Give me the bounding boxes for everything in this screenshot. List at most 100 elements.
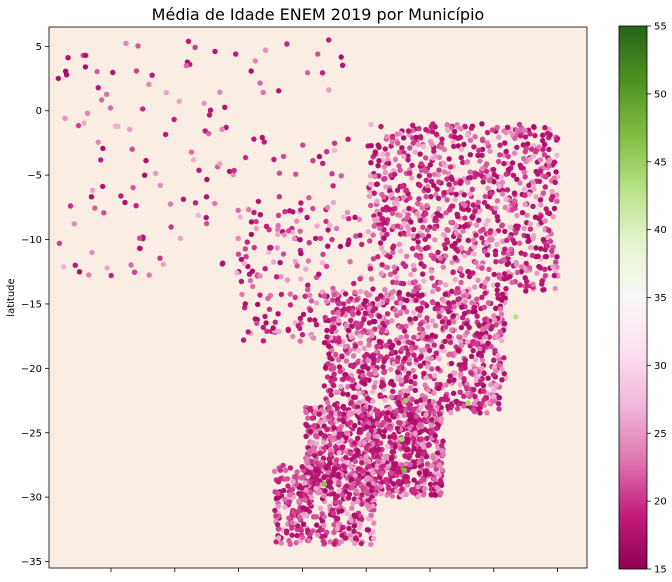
y-tick-label: −20 bbox=[21, 364, 42, 375]
data-point bbox=[378, 271, 384, 277]
data-point bbox=[487, 229, 493, 236]
data-point bbox=[387, 425, 393, 431]
data-point bbox=[502, 246, 508, 252]
data-point bbox=[345, 384, 351, 390]
data-point bbox=[288, 487, 294, 493]
colorbar-tick-label: 15 bbox=[654, 565, 667, 576]
data-point bbox=[451, 304, 457, 310]
data-point bbox=[246, 271, 253, 277]
data-point bbox=[471, 144, 477, 150]
data-point bbox=[411, 309, 417, 315]
data-point bbox=[340, 417, 346, 423]
data-point bbox=[351, 440, 358, 446]
data-point bbox=[435, 365, 441, 372]
data-point bbox=[357, 340, 364, 346]
data-point bbox=[321, 440, 327, 446]
data-point bbox=[368, 182, 374, 188]
data-point bbox=[454, 211, 460, 217]
data-point bbox=[414, 211, 420, 217]
data-point bbox=[425, 324, 431, 330]
data-point bbox=[313, 485, 319, 491]
data-point bbox=[549, 252, 555, 258]
data-point bbox=[332, 477, 338, 483]
data-point bbox=[355, 479, 361, 485]
data-point bbox=[434, 484, 440, 491]
data-point bbox=[458, 366, 464, 372]
data-point bbox=[464, 159, 470, 165]
data-point bbox=[430, 399, 437, 405]
data-point bbox=[312, 317, 318, 323]
data-point bbox=[524, 283, 530, 289]
data-point bbox=[481, 199, 488, 206]
data-point bbox=[458, 342, 465, 349]
data-point bbox=[264, 328, 270, 334]
data-point bbox=[465, 268, 471, 275]
data-point bbox=[551, 272, 557, 279]
data-point bbox=[195, 212, 201, 218]
data-point bbox=[419, 292, 425, 298]
data-point bbox=[398, 408, 404, 414]
data-point bbox=[424, 435, 430, 442]
data-point bbox=[217, 161, 223, 167]
data-point bbox=[376, 446, 382, 453]
data-point bbox=[280, 153, 287, 160]
data-point bbox=[399, 346, 405, 352]
data-point bbox=[440, 231, 446, 238]
data-point bbox=[374, 348, 380, 355]
data-point bbox=[523, 145, 529, 152]
data-point bbox=[324, 374, 331, 380]
data-point bbox=[394, 425, 401, 431]
data-point bbox=[371, 223, 377, 229]
data-point bbox=[521, 169, 527, 175]
data-point bbox=[231, 167, 237, 174]
data-point bbox=[307, 307, 314, 314]
data-point bbox=[307, 429, 314, 435]
data-point bbox=[415, 233, 421, 239]
data-point bbox=[347, 450, 353, 457]
data-point bbox=[367, 371, 374, 378]
data-point bbox=[370, 308, 376, 314]
data-point bbox=[405, 153, 411, 159]
data-point bbox=[411, 445, 417, 452]
data-point bbox=[348, 476, 355, 482]
data-point bbox=[394, 187, 401, 193]
colorbar-tick-label: 40 bbox=[654, 225, 667, 236]
data-point bbox=[325, 227, 331, 233]
data-point bbox=[394, 358, 401, 365]
data-point bbox=[550, 264, 556, 270]
data-point bbox=[460, 159, 466, 166]
data-point bbox=[329, 297, 336, 303]
data-point bbox=[354, 320, 361, 327]
data-point bbox=[311, 448, 317, 454]
data-point bbox=[390, 224, 397, 230]
data-point bbox=[322, 488, 328, 494]
data-point bbox=[473, 377, 480, 384]
data-point bbox=[427, 481, 434, 487]
data-point bbox=[275, 231, 281, 238]
data-point bbox=[251, 209, 257, 216]
data-point bbox=[449, 288, 455, 294]
data-point bbox=[350, 501, 356, 507]
data-point bbox=[257, 212, 263, 218]
data-point bbox=[498, 311, 505, 317]
data-point bbox=[493, 305, 499, 312]
data-point bbox=[129, 146, 135, 152]
data-point bbox=[303, 266, 309, 272]
data-point bbox=[417, 422, 423, 428]
data-point bbox=[380, 216, 386, 222]
data-point bbox=[406, 404, 412, 411]
data-point bbox=[437, 255, 443, 261]
data-point bbox=[532, 214, 539, 220]
data-point bbox=[326, 87, 332, 93]
data-point bbox=[352, 458, 358, 464]
data-point bbox=[421, 400, 428, 407]
data-point bbox=[553, 169, 559, 175]
data-point bbox=[305, 282, 311, 288]
data-point bbox=[416, 312, 423, 319]
data-point bbox=[346, 305, 352, 312]
data-point bbox=[409, 340, 416, 347]
data-point bbox=[554, 254, 560, 260]
data-point bbox=[315, 51, 321, 57]
data-point bbox=[270, 259, 277, 265]
data-point bbox=[365, 527, 372, 533]
